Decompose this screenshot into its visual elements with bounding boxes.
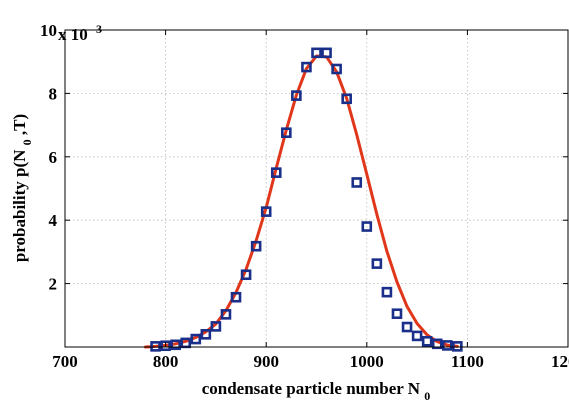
ticks: 700 800 900 1000 1100 1200 2 4 6 8 10 [40,21,569,371]
y-tick-label: 6 [49,148,58,167]
x-axis-label-main: condensate particle number N [202,379,421,398]
y-tick-label: 2 [49,275,58,294]
data-point-marker [220,309,232,320]
data-point-marker [270,167,282,178]
data-point-marker [200,329,212,340]
data-point-marker [321,47,332,59]
fit-curve [144,54,459,349]
data-point-marker [452,341,463,352]
data-point-marker [411,330,423,342]
data-point-marker [250,240,262,252]
data-point-marker [441,340,453,351]
x-axis-label: condensate particle number N 0 [202,379,431,403]
y-axis-label-tail: ,T) [10,114,29,135]
data-point-marker [190,333,202,345]
x-tick-label: 700 [52,352,78,371]
x-tick-label: 1200 [551,352,569,371]
data-point-marker [170,339,181,351]
data-point-marker [291,90,302,101]
data-point-marker [230,291,242,303]
data-point-marker [301,61,312,73]
y-multiplier: x 10 -3 [58,22,102,44]
data-point-marker [351,177,363,188]
data-point-marker [281,127,292,139]
data-point-marker [421,335,433,347]
y-axis-label: probability p(N 0 ,T) [10,114,35,262]
x-axis-label-sub: 0 [424,389,430,403]
data-point-marker [311,47,322,59]
data-point-marker [341,93,352,105]
data-point-marker [371,258,383,269]
data-point-marker [240,269,252,281]
x-tick-label: 1100 [451,352,484,371]
data-point-marker [391,308,403,320]
y-tick-label: 4 [49,211,58,230]
data-point-marker [160,340,171,352]
y-axis-label-sub: 0 [20,139,34,145]
x-tick-label: 900 [253,352,279,371]
data-point-marker [401,321,413,333]
data-point-marker [210,321,222,332]
y-multiplier-exponent: -3 [92,22,102,36]
y-tick-label: 10 [40,21,57,40]
data-point-marker [431,338,443,350]
data-point-marker [260,206,272,217]
x-tick-label: 800 [153,352,179,371]
data-point-marker [150,341,161,352]
plot-background [65,30,568,347]
grid [65,30,568,347]
y-multiplier-base: x 10 [58,25,88,44]
data-point-marker [361,221,373,232]
plot-frame [64,29,569,348]
data-point-marker [331,63,342,75]
data-point-marker [381,286,393,298]
y-tick-label: 8 [49,84,58,103]
x-tick-label: 1000 [350,352,384,371]
series-layer [144,47,463,352]
y-axis-label-main: probability p(N [10,149,29,262]
